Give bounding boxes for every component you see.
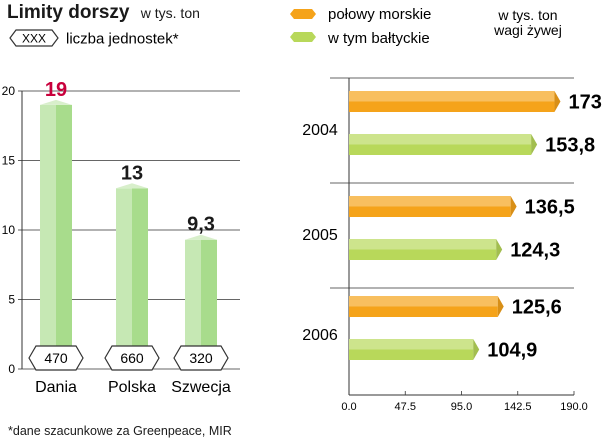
unit-count-badge [28,345,84,371]
hbar-face-bottom [349,249,497,260]
group-label: 2005 [302,227,338,244]
bar-value-label: 13 [121,162,143,184]
y-tick-label: 15 [2,154,16,168]
x-tick-label: 95.0 [451,401,472,413]
hbar-2005-1 [349,239,503,260]
hbar-end [497,296,504,317]
category-label: Dania [35,379,77,396]
bar-face-right [201,239,217,369]
x-tick-label: 47.5 [395,401,416,413]
hbar-face-top [349,91,555,102]
x-tick-label: 190.0 [560,401,588,413]
hbar-end [496,239,503,260]
hbar-face-top [349,296,498,307]
units-legend: XXX liczba jednostek* [8,27,268,54]
hbar-end [531,134,538,155]
category-label: Szwecja [171,379,231,396]
group-label: 2004 [302,122,338,139]
hbar-face-top [349,196,511,207]
hbar-end [473,339,480,360]
bar-top [40,99,72,105]
hbar-2004-1 [349,134,538,155]
footnote: *dane szacunkowe za Greenpeace, MIR [8,424,232,438]
bar-face-left [185,239,201,369]
unit-count-badge [104,345,160,371]
hexagon-badge-icon [9,29,59,47]
legend-swatch-baltyckie [290,32,316,42]
bar-face-left [40,104,56,370]
y-tick-label: 0 [8,362,15,376]
y-tick-label: 10 [2,223,16,237]
hbar-end [554,91,561,112]
bar-top [116,183,148,189]
hbar-face-bottom [349,101,555,112]
legend-item-morskie: połowy morskie [290,6,431,23]
legend-label-morskie: połowy morskie [328,6,431,23]
x-tick-label: 142.5 [504,401,532,413]
bar-value-label: 9,3 [187,214,215,236]
unit-count-label: 320 [189,350,213,366]
bar-face-right [132,188,148,369]
y-tick-label: 5 [8,293,15,307]
y-tick-label: 20 [2,84,16,98]
title-unit: w tys. ton [140,5,200,21]
bar-face-right [56,104,72,370]
hbar-2005-0 [349,196,517,217]
hbar-face-top [349,339,474,350]
category-label: Polska [108,379,156,396]
series-legend: połowy morskie w tym bałtyckie w tys. to… [290,4,590,55]
hbar-end [510,196,517,217]
bar-szwecja [185,234,217,369]
bar-value-label: 19 [45,79,67,101]
units-legend-sample: XXX [22,32,46,46]
legend-unit-line2: wagi żywej [493,22,562,38]
bar-top [185,234,217,240]
hbar-2004-0 [349,91,561,112]
unit-count-label: 660 [120,350,144,366]
hbar-face-bottom [349,306,498,317]
bar-face-left [116,188,132,369]
legend-item-baltyckie: w tym bałtyckie [290,30,430,47]
x-tick-label: 0.0 [341,401,356,413]
hbar-value-label: 124,3 [510,240,560,262]
hbar-value-label: 125,6 [512,297,562,319]
units-legend-svg: XXX liczba jednostek* [9,29,179,48]
hbar-face-bottom [349,206,511,217]
hbar-2006-1 [349,339,480,360]
bar-polska [116,183,148,369]
hbar-face-top [349,134,532,145]
unit-count-label: 470 [44,350,68,366]
bar-dania [40,99,72,370]
legend-unit-line1: w tys. ton [497,7,557,23]
hbar-face-bottom [349,144,532,155]
vertical-bar-chart: 0 5 10 15 20 19 470 Dania 13 660 Polska 9,3 320 Szwec… [2,79,240,396]
chart-title: Limity dorszy w tys. ton [7,2,200,24]
hbar-value-label: 173,5 [568,92,602,114]
group-label: 2006 [302,327,338,344]
legend-swatch-morskie [290,9,316,19]
horizontal-bar-chart: 0.0 47.5 95.0 142.5 190.0 2004 173,5 153,8 2005 1… [302,77,602,413]
legend-label-baltyckie: w tym bałtyckie [327,30,430,47]
title-text: Limity dorszy [7,2,130,23]
unit-count-badge [173,345,229,371]
hbar-value-label: 153,8 [545,135,595,157]
hbar-value-label: 104,9 [487,340,537,362]
units-legend-label: liczba jednostek* [66,31,179,48]
hbar-face-top [349,239,497,250]
hbar-2006-0 [349,296,504,317]
series-legend-svg: połowy morskie w tym bałtyckie w tys. to… [290,6,562,47]
hbar-face-bottom [349,349,474,360]
hbar-value-label: 136,5 [525,197,575,219]
